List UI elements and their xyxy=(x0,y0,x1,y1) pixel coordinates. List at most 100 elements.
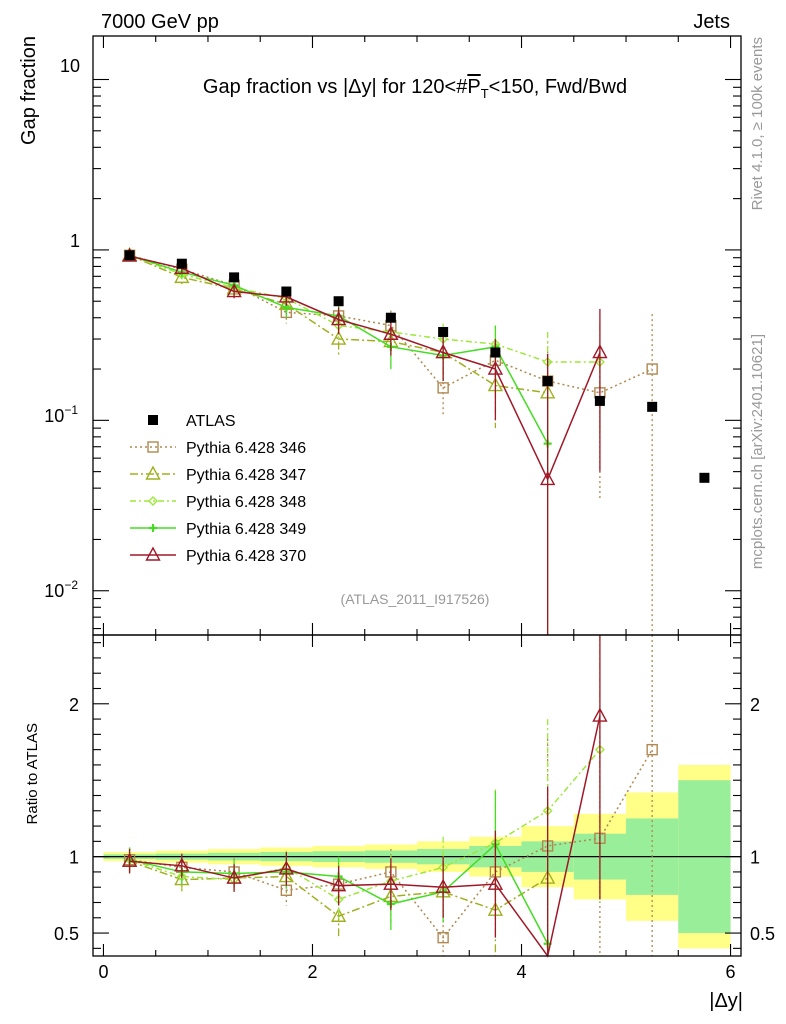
ratio-tick-label-left: 1 xyxy=(69,848,79,868)
atlas-data-point xyxy=(699,472,710,483)
legend: ATLAS Pythia 6.428 346 Pythia 6.428 347 Pyt… xyxy=(130,413,306,565)
atlas-data-point xyxy=(229,272,240,283)
x-axis-label: |Δy| xyxy=(709,990,743,1012)
title-prefix: Gap fraction vs |Δy| for 120<# xyxy=(203,76,468,98)
ratio-tick-label-right: 0.5 xyxy=(750,924,775,944)
x-tick-label: 6 xyxy=(726,962,736,982)
atlas-data-point xyxy=(176,258,187,269)
title-pt-subscript: T xyxy=(481,86,489,101)
y-tick-label-10: 10 xyxy=(60,56,80,76)
plot-title: Gap fraction vs |Δy| for 120<#PT<150, Fw… xyxy=(203,76,627,101)
x-tick-label: 0 xyxy=(98,962,108,982)
series-point xyxy=(437,382,449,394)
analysis-label: (ATLAS_2011_I917526) xyxy=(341,591,490,607)
ratio-point xyxy=(437,931,449,944)
legend-entry-2: Pythia 6.428 348 xyxy=(130,494,306,511)
ratio-point xyxy=(278,860,295,875)
series-point xyxy=(646,363,658,375)
title-pt: P xyxy=(467,76,480,98)
ratio-mc-series xyxy=(121,635,658,958)
series-point xyxy=(487,360,504,375)
legend-marker xyxy=(145,546,161,561)
atlas-data-point xyxy=(490,347,501,358)
ratio-y-axis-label: Ratio to ATLAS xyxy=(24,723,41,824)
ratio-point xyxy=(435,878,451,893)
atlas-data-point xyxy=(124,250,135,261)
series-point xyxy=(226,283,242,298)
ratio-tick-label-left: 2 xyxy=(69,695,79,715)
y-tick-0p01-base: 10 xyxy=(44,581,64,601)
series-point xyxy=(383,325,399,340)
series-2 xyxy=(124,250,605,437)
legend-marker xyxy=(147,441,159,453)
ratio-point xyxy=(592,707,608,722)
series-point xyxy=(435,344,451,359)
main-frame xyxy=(92,35,742,636)
legend-entry-0: Pythia 6.428 346 xyxy=(130,440,306,457)
legend-atlas-marker xyxy=(148,415,158,425)
legend-label: Pythia 6.428 346 xyxy=(186,440,306,457)
series-4 xyxy=(121,247,608,635)
legend-entry-4: Pythia 6.428 370 xyxy=(130,546,306,565)
ratio-tick-labels: 0.5 0.5 1 1 2 2 xyxy=(54,695,775,944)
y-tick-0p1-exp: −1 xyxy=(64,403,78,417)
axis-ticks xyxy=(93,36,741,956)
y-tick-label-0p01: 10−2 xyxy=(44,578,78,601)
ratio-tick-label-right: 2 xyxy=(750,695,760,715)
x-tick-labels: 0 2 4 6 xyxy=(98,962,735,982)
mcplots-side-label: mcplots.cern.ch [arXiv:2401.10621] xyxy=(749,334,766,569)
series-point xyxy=(174,268,190,284)
y-tick-labels: 10 1 10−1 10−2 xyxy=(44,56,80,601)
x-tick-label: 2 xyxy=(307,962,317,982)
x-tick-label: 4 xyxy=(517,962,527,982)
y-tick-label-1: 1 xyxy=(70,231,80,251)
atlas-data-point xyxy=(333,296,344,307)
legend-marker xyxy=(149,524,157,532)
series-point xyxy=(330,311,347,326)
legend-atlas-label: ATLAS xyxy=(186,413,236,430)
legend-entry-3: Pythia 6.428 349 xyxy=(130,521,306,538)
atlas-data-point xyxy=(385,312,396,323)
ratio-point xyxy=(330,877,347,892)
legend-label: Pythia 6.428 347 xyxy=(186,467,306,484)
legend-marker xyxy=(145,465,161,480)
series-line xyxy=(129,255,601,482)
atlas-data-point xyxy=(647,401,658,412)
ratio-series-4 xyxy=(121,635,608,958)
process-label: Jets xyxy=(693,11,730,33)
ratio-tick-label-left: 0.5 xyxy=(54,924,79,944)
legend-label: Pythia 6.428 348 xyxy=(186,494,306,511)
rivet-side-label: Rivet 4.1.0, ≥ 100k events xyxy=(749,37,766,210)
main-atlas-data xyxy=(124,250,710,483)
ratio-series-line xyxy=(129,715,601,958)
ratio-point xyxy=(646,743,658,756)
title-suffix: <150, Fwd/Bwd xyxy=(489,76,627,98)
legend-marker xyxy=(148,496,158,506)
series-point xyxy=(592,344,608,359)
ratio-point xyxy=(226,869,242,884)
atlas-data-point xyxy=(438,326,449,337)
ratio-point xyxy=(383,875,399,890)
ratio-point xyxy=(121,852,138,867)
ratio-point xyxy=(174,857,190,872)
atlas-data-point xyxy=(542,376,553,387)
energy-label: 7000 GeV pp xyxy=(101,11,219,33)
ratio-tick-label-right: 1 xyxy=(750,848,760,868)
y-tick-label-0p1: 10−1 xyxy=(44,403,78,426)
atlas-data-point xyxy=(594,395,605,406)
ratio-series-line xyxy=(129,749,601,901)
y-tick-0p1-base: 10 xyxy=(44,406,64,426)
ratio-point xyxy=(330,907,347,922)
legend-entry-1: Pythia 6.428 347 xyxy=(130,465,306,484)
y-axis-label: Gap fraction xyxy=(18,36,40,145)
legend-label: Pythia 6.428 349 xyxy=(186,521,306,538)
ratio-point xyxy=(174,871,190,886)
y-tick-0p01-exp: −2 xyxy=(64,578,78,592)
ratio-point xyxy=(487,875,504,890)
legend-label: Pythia 6.428 370 xyxy=(186,548,306,565)
series-point xyxy=(330,330,347,345)
series-line xyxy=(129,254,600,363)
atlas-data-point xyxy=(281,286,292,297)
legend-entry-atlas: ATLAS xyxy=(148,413,236,430)
